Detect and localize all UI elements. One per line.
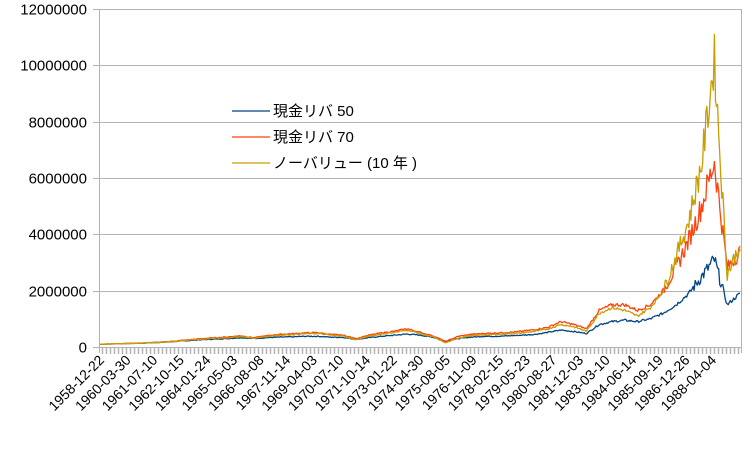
legend-item-2: ノーバリュー (10 年 ) <box>232 155 417 172</box>
y-axis: 0 2000000 4000000 6000000 8000000 10000000 120… <box>20 2 87 357</box>
y-tick-label: 2000000 <box>29 284 87 301</box>
gridlines <box>93 9 742 353</box>
y-tick-label: 10000000 <box>20 58 87 75</box>
series-line-1 <box>100 160 741 345</box>
y-tick-label: 8000000 <box>29 115 87 132</box>
legend-label-0: 現金リバ 50 <box>273 103 354 120</box>
y-tick-label: 4000000 <box>29 227 87 244</box>
legend-label-1: 現金リバ 70 <box>273 129 354 146</box>
series-lines <box>99 33 741 345</box>
y-tick-label: 6000000 <box>29 171 87 188</box>
series-line-0 <box>99 255 741 345</box>
y-tick-label: 0 <box>79 340 87 357</box>
legend: 現金リバ 50 現金リバ 70 ノーバリュー (10 年 ) <box>232 103 417 172</box>
legend-item-1: 現金リバ 70 <box>232 129 354 146</box>
legend-label-2: ノーバリュー (10 年 ) <box>273 155 417 172</box>
series-line-2 <box>100 33 741 345</box>
y-tick-label: 12000000 <box>20 2 87 19</box>
legend-item-0: 現金リバ 50 <box>232 103 354 120</box>
x-axis: 1958-12-221960-03-301961-07-101962-10-15… <box>45 348 740 414</box>
